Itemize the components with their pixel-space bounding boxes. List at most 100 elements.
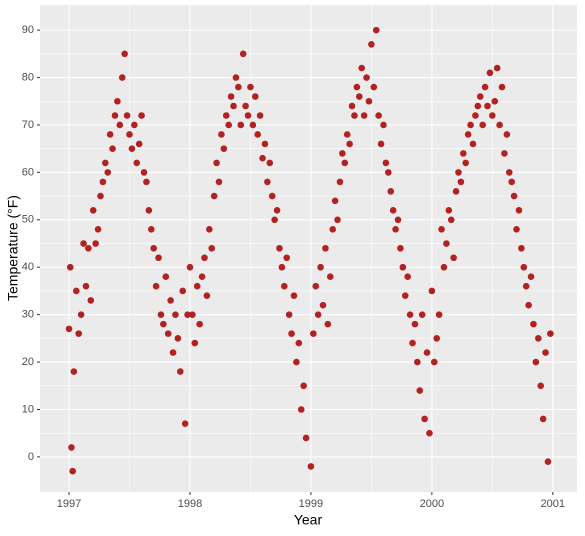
point [266, 159, 274, 167]
point [235, 83, 242, 91]
point [94, 225, 102, 233]
point [493, 64, 501, 72]
point [339, 150, 346, 157]
point [375, 112, 382, 119]
point [428, 287, 436, 295]
point [150, 244, 157, 252]
point [486, 69, 494, 77]
point [206, 225, 213, 233]
point [131, 121, 138, 129]
point [179, 287, 187, 295]
point [102, 159, 109, 167]
y-tick-label: 80 [22, 71, 34, 83]
point [525, 301, 532, 309]
point [498, 83, 506, 91]
point [138, 112, 145, 119]
point [116, 121, 124, 129]
point [411, 320, 419, 328]
point [515, 207, 523, 214]
point [164, 330, 172, 337]
point [426, 429, 433, 437]
point [104, 169, 112, 176]
point [145, 207, 153, 214]
point [312, 282, 320, 290]
point [409, 339, 416, 347]
point [268, 192, 276, 200]
point [271, 216, 278, 224]
point [440, 263, 448, 271]
point [481, 83, 489, 91]
point [276, 244, 283, 252]
point [489, 112, 496, 119]
point [401, 292, 409, 299]
point [370, 83, 378, 91]
point [462, 159, 470, 167]
point [123, 112, 131, 119]
point [513, 225, 520, 233]
point [430, 358, 438, 366]
point [92, 240, 99, 247]
point [140, 169, 148, 176]
point [472, 112, 479, 119]
point [445, 207, 453, 214]
point [418, 311, 426, 318]
point [331, 197, 339, 205]
point [109, 145, 116, 152]
point [510, 192, 518, 200]
point [464, 131, 472, 138]
point [72, 287, 80, 295]
point [394, 216, 402, 224]
point [416, 387, 424, 394]
point [220, 145, 228, 152]
point [319, 301, 327, 309]
point [295, 339, 303, 347]
point [290, 292, 298, 299]
point [213, 159, 220, 167]
point [537, 382, 545, 390]
point [399, 263, 407, 271]
point [346, 140, 353, 148]
point [322, 244, 329, 252]
point [438, 225, 445, 233]
point [484, 102, 491, 110]
point [118, 74, 126, 81]
point [135, 140, 143, 148]
point [455, 169, 462, 176]
point [167, 297, 174, 304]
point [300, 382, 307, 390]
point [87, 297, 95, 304]
point [414, 358, 421, 366]
point [447, 216, 455, 224]
point [293, 358, 300, 366]
point [302, 434, 310, 442]
point [126, 131, 133, 138]
point [239, 50, 247, 58]
point [249, 121, 257, 129]
point [547, 330, 554, 337]
point [215, 178, 223, 186]
point [324, 320, 332, 328]
point [382, 159, 390, 167]
point [106, 131, 114, 138]
point [181, 420, 189, 428]
point [297, 406, 305, 413]
x-tick-label: 2001 [541, 498, 565, 510]
point [186, 263, 194, 271]
point [542, 349, 549, 356]
point [505, 169, 513, 176]
point [527, 273, 535, 281]
point [372, 26, 380, 34]
point [259, 154, 266, 162]
point [343, 131, 351, 138]
point [392, 225, 399, 233]
point [198, 273, 206, 281]
y-tick-label: 90 [22, 24, 34, 36]
point [397, 244, 404, 252]
y-tick-label: 60 [22, 166, 34, 178]
point [189, 311, 196, 318]
point [160, 320, 167, 328]
point [544, 458, 552, 465]
point [365, 97, 373, 105]
point [218, 131, 225, 138]
point [75, 330, 83, 337]
